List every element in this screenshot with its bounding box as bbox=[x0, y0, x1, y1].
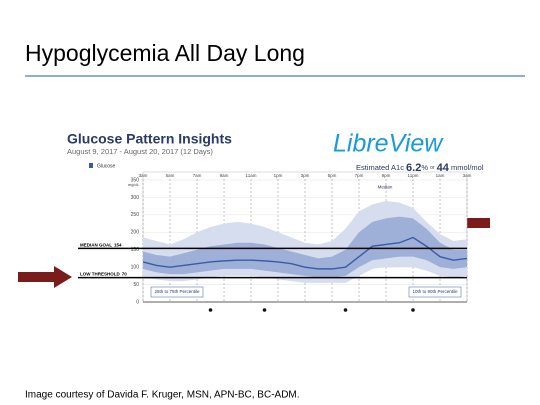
reference-value: 70 bbox=[122, 272, 128, 277]
x-tick-label: 1pm bbox=[274, 173, 283, 178]
a1c-label: Estimated A1c bbox=[356, 163, 404, 172]
reference-label: MEDIAN GOAL 154 bbox=[80, 243, 122, 248]
x-tick-label: 1am bbox=[436, 173, 445, 178]
x-tick-label: 3am bbox=[139, 173, 148, 178]
y-tick-label: 200 bbox=[131, 230, 140, 236]
arrow-right bbox=[18, 266, 72, 288]
a1c-mmol: 44 bbox=[437, 162, 450, 174]
a1c: Estimated A1c 6.2% or 44 mmol/mol bbox=[356, 162, 484, 174]
reference-label: LOW THRESHOLD 70 bbox=[80, 272, 127, 277]
slide-title: Hypoglycemia All Day Long bbox=[25, 40, 305, 66]
y-tick-label: 250 bbox=[131, 212, 140, 218]
band-label-box bbox=[408, 286, 462, 298]
caption: Image courtesy of Davida F. Kruger, MSN,… bbox=[25, 390, 300, 401]
event-icon bbox=[411, 308, 415, 312]
y-tick-label: 300 bbox=[131, 195, 140, 201]
y-tick-label: 50 bbox=[133, 282, 139, 288]
x-tick-label: 3am bbox=[463, 173, 472, 178]
a1c-value: 6.2 bbox=[406, 162, 421, 174]
x-tick-label: 7am bbox=[193, 173, 202, 178]
a1c-connector: or bbox=[430, 165, 435, 171]
band-label: 25th to 75th Percentile bbox=[154, 289, 200, 294]
band-label: 10th to 90th Percentile bbox=[412, 289, 458, 294]
x-tick-label: 9pm bbox=[382, 173, 391, 178]
event-icon bbox=[343, 308, 348, 312]
x-tick-label: 5am bbox=[166, 173, 175, 178]
x-tick-label: 3pm bbox=[301, 173, 310, 178]
a1c-mmol-unit: mmol/mol bbox=[451, 163, 484, 172]
chart-title: Glucose Pattern Insights bbox=[67, 131, 232, 147]
x-tick-label: 5pm bbox=[328, 173, 337, 178]
median-line bbox=[142, 236, 468, 270]
x-tick-label: 7pm bbox=[355, 173, 364, 178]
percentile-band bbox=[143, 216, 467, 278]
y-axis-label: mg/dL bbox=[128, 182, 140, 187]
series-label: Median bbox=[378, 185, 393, 190]
y-tick-label: 150 bbox=[131, 247, 140, 253]
reference-label: LOW THRESHOLD bbox=[80, 272, 120, 277]
legend-label: Glucose bbox=[97, 163, 116, 169]
x-tick-label: 11am bbox=[246, 173, 257, 178]
chart-subtitle: August 9, 2017 - August 20, 2017 (12 Day… bbox=[67, 147, 213, 156]
y-tick-label: 100 bbox=[131, 264, 140, 270]
y-tick-label: 350 bbox=[131, 177, 140, 183]
band-label-box bbox=[150, 286, 204, 298]
legend-swatch bbox=[89, 163, 93, 168]
a1c-unit: % bbox=[421, 163, 428, 172]
x-tick-label: 11pm bbox=[408, 173, 419, 178]
event-icon bbox=[208, 308, 213, 312]
event-icon bbox=[262, 308, 267, 312]
reference-value: 154 bbox=[114, 243, 122, 248]
x-tick-label: 9am bbox=[220, 173, 229, 178]
brand-logo: LibreView bbox=[333, 130, 444, 158]
y-tick-label: 0 bbox=[136, 299, 139, 305]
reference-label: MEDIAN GOAL bbox=[80, 243, 112, 248]
